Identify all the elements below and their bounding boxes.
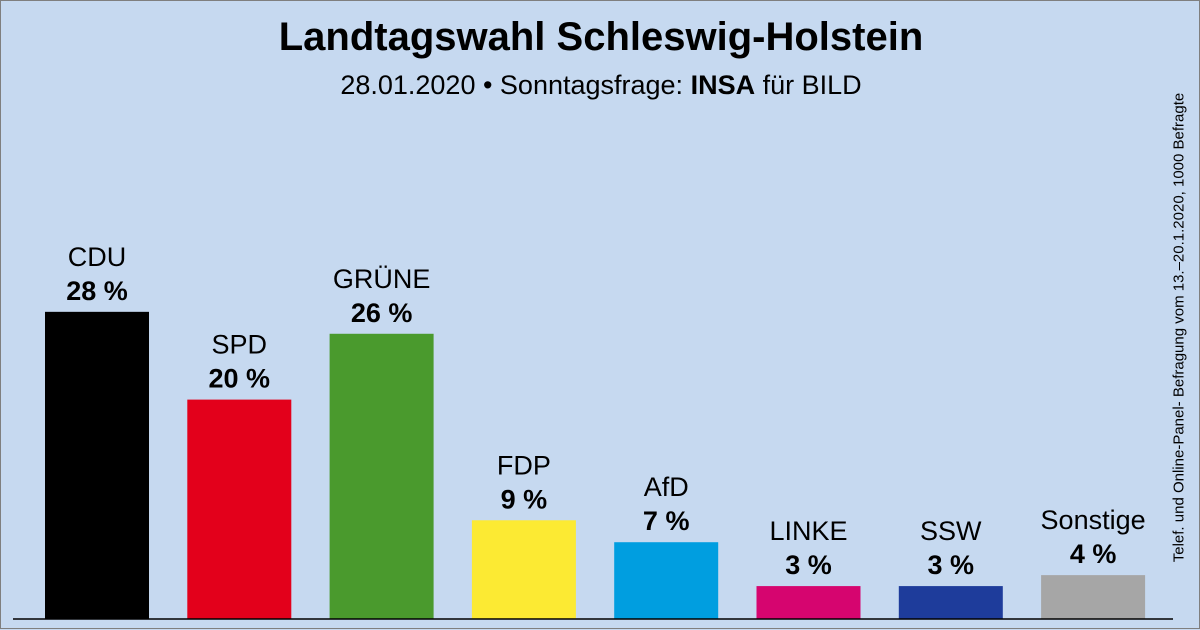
- party-label-afd: AfD: [644, 472, 689, 502]
- party-label-sonstige: Sonstige: [1041, 505, 1146, 535]
- bar-ssw: [898, 586, 1003, 619]
- party-label-cdu: CDU: [68, 242, 127, 272]
- value-label-cdu: 28 %: [66, 276, 128, 306]
- value-label-grüne: 26 %: [351, 298, 413, 328]
- bar-linke: [756, 586, 861, 619]
- subtitle-suffix: für BILD: [762, 70, 862, 100]
- bar-spd: [187, 399, 292, 619]
- bar-grüne: [329, 333, 434, 619]
- party-label-grüne: GRÜNE: [333, 264, 431, 294]
- value-label-fdp: 9 %: [501, 484, 548, 514]
- value-label-linke: 3 %: [785, 550, 832, 580]
- party-label-ssw: SSW: [920, 516, 982, 546]
- party-label-linke: LINKE: [769, 516, 847, 546]
- bar-afd: [614, 542, 719, 619]
- value-label-afd: 7 %: [643, 506, 690, 536]
- bar-sonstige: [1041, 575, 1146, 619]
- value-label-sonstige: 4 %: [1070, 539, 1117, 569]
- value-label-ssw: 3 %: [928, 550, 975, 580]
- party-label-spd: SPD: [212, 330, 268, 360]
- value-label-spd: 20 %: [209, 364, 271, 394]
- bar-fdp: [471, 520, 576, 619]
- party-label-fdp: FDP: [497, 450, 551, 480]
- chart-subtitle: 28.01.2020 • Sonntagsfrage: INSA für BIL…: [1, 70, 1200, 101]
- subtitle-institute: INSA: [690, 70, 756, 100]
- chart-title: Landtagswahl Schleswig-Holstein: [278, 15, 924, 59]
- bar-cdu: [45, 311, 149, 619]
- subtitle-prefix: 28.01.2020 • Sonntagsfrage:: [340, 70, 684, 100]
